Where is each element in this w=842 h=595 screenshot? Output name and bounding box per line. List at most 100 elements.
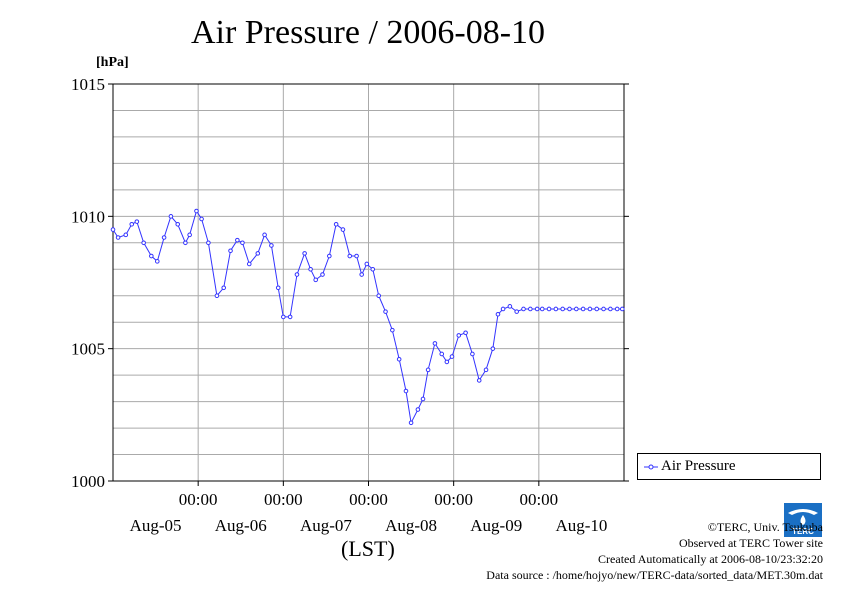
legend-line-icon [644,464,658,470]
data-point [168,214,174,219]
legend-label: Air Pressure [661,458,736,474]
data-point [206,240,211,246]
data-point [141,240,146,246]
data-point [246,261,252,267]
data-point [500,306,506,312]
data-point [614,306,620,312]
data-point [594,306,600,312]
data-point [483,367,489,373]
terc-logo-icon: TERC [784,503,822,537]
y-axis-unit: [hPa] [96,55,129,70]
legend: Air Pressure [637,453,821,480]
data-point [154,259,160,264]
data-point [420,396,426,402]
data-point [308,266,313,272]
chart-title: Air Pressure / 2006-08-10 [190,14,546,51]
y-tick-label: 1005 [71,340,105,359]
data-point [110,227,116,232]
data-point [281,314,286,320]
data-point [214,293,220,299]
data-point [470,351,475,357]
x-tick-label: 00:00 [179,490,218,509]
source-text: Data source : /home/hojyo/new/TERC-data/… [486,568,823,582]
credits: ©TERC, Univ. Tsukuba Observed at TERC To… [486,519,823,583]
data-point [294,272,300,277]
data-point [425,367,431,373]
data-point [354,253,359,259]
data-point [553,306,559,312]
data-point [432,341,438,346]
data-point [347,253,353,259]
x-axis-label: (LST) [341,536,395,561]
data-point [228,248,233,254]
data-point [376,293,382,299]
x-tick-label: 00:00 [434,490,473,509]
data-point [187,232,192,238]
data-point [129,221,135,227]
data-point [199,216,204,222]
data-point [364,261,370,267]
data-point [383,309,388,314]
data-point [439,351,445,357]
data-point [235,237,240,243]
data-point [567,306,572,312]
data-point [534,306,540,312]
day-label: Aug-05 [130,516,182,535]
data-point [327,253,332,259]
data-point [359,272,364,277]
created-text: Created Automatically at 2006-08-10/23:3… [598,552,823,566]
data-point [608,306,613,312]
data-point [408,420,414,426]
y-tick-label: 1000 [71,472,105,491]
data-point [320,272,325,277]
day-label: Aug-08 [385,516,437,535]
data-point [221,285,227,291]
y-tick-label: 1015 [71,75,105,94]
data-point [194,208,199,214]
svg-text:TERC: TERC [792,527,814,536]
data-point [528,306,533,312]
data-point [403,388,409,394]
data-point [175,221,181,227]
data-point [490,346,496,351]
data-point [619,306,625,312]
data-point [255,251,261,256]
y-tick-label: 1010 [71,207,105,226]
data-point [313,277,318,283]
data-point [444,359,450,365]
data-point [275,285,281,291]
day-label: Aug-10 [555,516,607,535]
data-point [449,354,455,359]
data-point [476,378,482,383]
data-point [115,235,121,240]
x-tick-label: 00:00 [264,490,303,509]
data-point [240,240,245,246]
data-point [560,306,565,312]
data-point [340,227,346,232]
data-point [463,330,468,336]
data-point [507,304,513,309]
data-point [456,333,462,338]
data-point [123,232,129,238]
data-point [587,306,593,312]
data-point [514,309,519,314]
data-point [370,266,376,272]
data-point [580,306,586,312]
data-point [574,306,579,312]
data-point [390,327,395,333]
observed-text: Observed at TERC Tower site [678,536,823,550]
data-point [262,232,267,238]
data-point [601,306,606,312]
data-point [521,306,526,312]
data-point [333,221,339,227]
x-tick-label: 00:00 [519,490,558,509]
x-tick-label: 00:00 [349,490,388,509]
copyright-text: ©TERC, Univ. Tsukuba [707,520,823,534]
day-label: Aug-09 [470,516,522,535]
day-label: Aug-06 [215,516,267,535]
data-point [302,251,307,256]
data-point [149,253,154,259]
data-point [134,219,140,224]
data-point [546,306,552,312]
